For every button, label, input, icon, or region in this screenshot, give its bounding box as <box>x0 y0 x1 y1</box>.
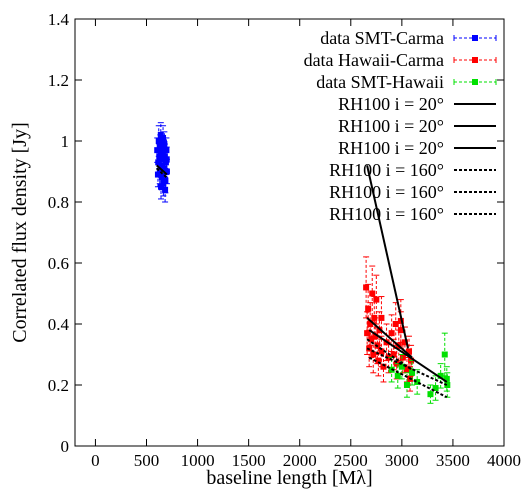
legend-label: data SMT-Hawaii <box>316 72 444 92</box>
y-tick-label: 1 <box>61 132 70 151</box>
data-point <box>414 378 421 385</box>
legend-label: RH100 i = 20° <box>338 94 444 114</box>
data-point <box>432 385 439 392</box>
legend-label: data SMT-Carma <box>320 28 444 48</box>
x-tick-label: 3500 <box>436 451 470 470</box>
y-tick-label: 0.6 <box>48 254 69 273</box>
y-axis-label: Correlated flux density [Jy] <box>9 122 31 343</box>
x-tick-label: 2000 <box>283 451 317 470</box>
x-tick-label: 0 <box>91 451 100 470</box>
data-point <box>368 336 375 343</box>
data-point <box>162 186 169 193</box>
data-marks <box>154 122 451 404</box>
y-tick-label: 0.2 <box>48 376 69 395</box>
data-point <box>375 357 382 364</box>
data-point <box>441 351 448 358</box>
legend-swatch <box>472 57 478 63</box>
data-point <box>159 150 166 157</box>
data-point <box>372 333 379 340</box>
data-point <box>154 171 161 178</box>
y-tick-label: 1.4 <box>48 10 70 29</box>
y-tick-label: 0.4 <box>48 315 70 334</box>
legend-label: data Hawaii-Carma <box>304 50 444 70</box>
series-1 <box>363 256 415 392</box>
data-point <box>398 363 405 370</box>
data-point <box>390 351 397 358</box>
model-line <box>368 329 448 383</box>
y-tick-label: 0 <box>61 437 70 456</box>
data-point <box>369 290 376 297</box>
legend-label: RH100 i = 20° <box>338 138 444 158</box>
legend-label: RH100 i = 20° <box>338 116 444 136</box>
data-point <box>156 153 163 160</box>
model-line <box>156 164 168 176</box>
y-tick-label: 0.8 <box>48 193 69 212</box>
data-point <box>380 363 387 370</box>
series-8 <box>368 356 448 399</box>
data-point <box>156 168 163 175</box>
series-4 <box>366 317 413 359</box>
x-axis-label: baseline length [Mλ] <box>206 467 372 489</box>
plot-border <box>74 18 505 447</box>
x-tick-label: 4000 <box>487 451 521 470</box>
data-point <box>406 348 413 355</box>
data-point <box>363 284 370 291</box>
series-5 <box>368 329 448 383</box>
data-point <box>365 305 372 312</box>
data-point <box>373 296 380 303</box>
data-point <box>401 339 408 346</box>
legend-swatch <box>472 79 478 85</box>
model-line <box>366 317 413 359</box>
data-point <box>388 330 395 337</box>
data-point <box>161 153 168 160</box>
data-point <box>160 134 167 141</box>
data-point <box>443 375 450 382</box>
x-tick-label: 500 <box>134 451 160 470</box>
legend-label: RH100 i = 160° <box>329 182 444 202</box>
data-point <box>427 391 434 398</box>
y-tick-label: 1.2 <box>48 71 69 90</box>
x-tick-label: 1500 <box>232 451 266 470</box>
model-line <box>366 165 409 349</box>
data-point <box>397 317 404 324</box>
legend-label: RH100 i = 160° <box>329 160 444 180</box>
model-line <box>156 167 168 179</box>
legend-label: RH100 i = 160° <box>329 204 444 224</box>
x-tick-label: 2500 <box>334 451 368 470</box>
data-point <box>158 174 165 181</box>
data-point <box>367 321 374 327</box>
data-point <box>403 366 410 373</box>
plot-frame <box>74 18 505 447</box>
data-point <box>409 369 416 376</box>
x-tick-label: 1000 <box>181 451 215 470</box>
data-point <box>159 156 166 163</box>
data-point <box>160 180 167 187</box>
data-point <box>403 382 410 388</box>
series-0 <box>154 122 170 203</box>
x-tick-label: 3000 <box>385 451 419 470</box>
series-3 <box>156 164 409 349</box>
data-point <box>394 372 401 379</box>
axis-ticks: 0 500 1000 1500 2000 2500 3000 3500 4000 0 0.2 0.4 0… <box>48 10 521 470</box>
data-point <box>376 327 383 334</box>
data-point <box>437 372 444 379</box>
data-point <box>444 382 451 388</box>
data-point <box>155 138 162 144</box>
data-point <box>378 314 385 321</box>
data-point <box>157 131 164 138</box>
data-point <box>158 183 165 190</box>
data-point <box>392 321 399 327</box>
legend-swatch <box>472 35 478 41</box>
data-point <box>163 156 170 163</box>
data-point <box>385 354 392 361</box>
model-line <box>368 356 448 399</box>
